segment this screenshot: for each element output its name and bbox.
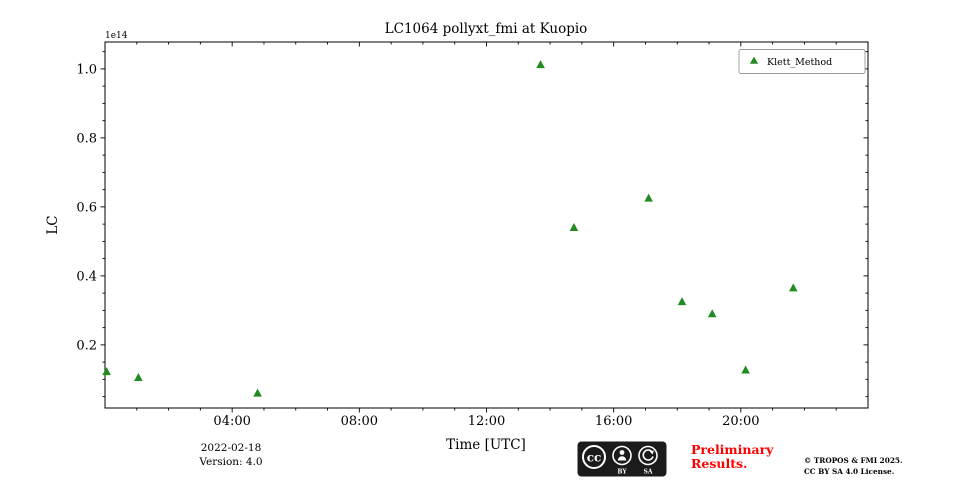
sa-arrow-circle-icon [638,445,658,466]
cc-circle-icon [582,445,606,469]
by-person-body-icon [617,456,627,461]
legend: Klett_Method [738,49,866,74]
data-point-marker [253,388,262,397]
axis-tick-labels: 04:00 08:00 12:00 16:00 20:00 0.2 0.4 0.6 0.8 1.0 [76,62,759,429]
data-point-marker [788,283,798,292]
preliminary-line2: Results. [691,456,748,472]
y-offset-label: 1e14 [105,31,128,41]
data-point-marker [644,193,653,202]
sa-arrowhead-icon [649,450,654,455]
axis-ticks [100,42,868,413]
sa-label: SA [644,469,653,476]
y-tick-label: 0.2 [76,338,97,353]
preliminary-line1: Preliminary [691,442,774,457]
cc-by-sa-badge: cc BY SA [577,441,667,477]
legend-marker-triangle-icon [749,56,759,64]
data-point-marker [569,222,579,231]
x-tick-label: 04:00 [213,414,250,429]
y-tick-label: 1.0 [76,62,97,77]
footer-version: Version: 4.0 [199,455,263,468]
legend-box [738,49,866,74]
preliminary-note: Preliminary Results. [691,442,774,472]
data-point-marker [707,309,717,318]
sa-arrow-arc-icon [642,449,654,461]
footer-date: 2022-02-18 [200,442,262,454]
data-point-marker [536,60,545,69]
cc-letters: cc [587,451,602,465]
y-tick-label: 0.4 [76,269,97,284]
version-block: 2022-02-18 Version: 4.0 [140,442,322,469]
x-tick-label: 16:00 [595,414,632,429]
data-point-marker [134,373,143,382]
x-tick-label: 08:00 [341,414,378,429]
by-label: BY [617,469,627,476]
data-point-marker [741,365,750,374]
y-axis-label: LC [45,215,61,234]
y-tick-label: 0.6 [76,200,97,215]
legend-label: Klett_Method [767,57,832,68]
x-tick-label: 20:00 [722,414,759,429]
by-person-circle-icon [612,445,632,466]
x-axis-label: Time [UTC] [446,437,526,453]
copyright-line2: CC BY SA 4.0 License. [804,466,895,476]
data-points [102,60,798,397]
by-person-head-icon [619,450,625,455]
y-tick-label: 0.8 [76,131,97,146]
x-tick-label: 12:00 [468,414,505,429]
data-point-marker [677,297,687,306]
chart-title: LC1064 pollyxt_fmi at Kuopio [385,21,588,37]
copyright-line1: © TROPOS & FMI 2025. [804,456,903,465]
plot-frame [104,41,869,409]
data-point-marker [102,367,111,376]
copyright-block: © TROPOS & FMI 2025. CC BY SA 4.0 Licens… [804,456,903,477]
